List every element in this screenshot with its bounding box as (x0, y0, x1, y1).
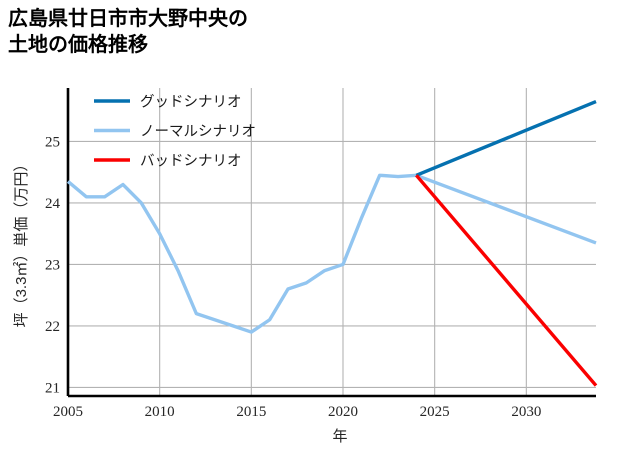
y-tick-label: 21 (45, 380, 60, 396)
x-tick-label: 2005 (53, 404, 83, 420)
gridlines (67, 88, 596, 396)
legend-label-bad: バッドシナリオ (140, 154, 242, 170)
series-line-good (415, 99, 597, 177)
y-axis-ticks: 21 22 23 24 25 (45, 134, 61, 396)
legend-label-good: グッドシナリオ (140, 94, 242, 111)
legend-label-normal: ノーマルシナリオ (140, 124, 256, 140)
page-title: 広島県廿日市市大野中央の 土地の価格推移 (8, 8, 248, 57)
series-line-normal (66, 173, 597, 334)
x-tick-label: 2020 (328, 404, 358, 420)
y-tick-label: 25 (45, 134, 60, 150)
x-tick-label: 2025 (420, 404, 450, 420)
series-line-bad (415, 174, 598, 387)
y-axis-title: 坪（3.3㎡）単価（万円） (13, 157, 30, 328)
x-axis-ticks: 2005 2010 2015 2020 2025 2030 (53, 404, 541, 420)
x-tick-label: 2015 (236, 404, 266, 420)
x-axis-title: 年 (332, 428, 347, 445)
x-tick-label: 2010 (145, 404, 175, 420)
data-series-group (66, 99, 598, 387)
y-tick-label: 24 (45, 196, 61, 212)
x-tick-label: 2030 (511, 404, 541, 420)
y-tick-label: 23 (45, 257, 60, 273)
y-tick-label: 22 (45, 319, 60, 335)
